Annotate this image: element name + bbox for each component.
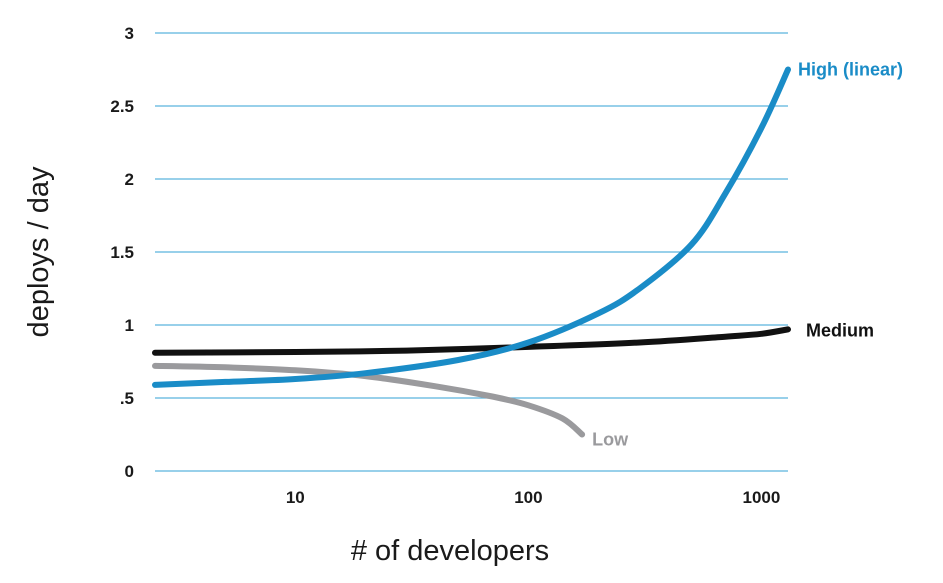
gridlines: [155, 32, 788, 472]
y-tick-label: 1.5: [110, 243, 134, 262]
y-tick-label: 1: [125, 316, 134, 335]
series-label-high-linear: High (linear): [798, 60, 903, 80]
y-tick-label: 0: [125, 462, 134, 481]
series-label-medium: Medium: [806, 320, 874, 340]
x-tick-label: 100: [514, 488, 542, 507]
x-axis-title: # of developers: [351, 535, 549, 567]
series-labels: Low Medium High (linear): [592, 60, 903, 450]
series-line-high-linear: [152, 66, 791, 388]
y-tick-labels: 0 .5 1 1.5 2 2.5 3: [110, 24, 134, 481]
series-line-medium: [152, 326, 791, 356]
y-tick-label: 3: [125, 24, 134, 43]
x-tick-label: 10: [286, 488, 305, 507]
y-tick-label: 2.5: [110, 97, 134, 116]
series-label-low: Low: [592, 430, 629, 450]
x-tick-label: 1000: [743, 488, 781, 507]
series-line-low: [152, 362, 586, 438]
y-axis-title: deploys / day: [23, 166, 55, 337]
y-tick-label: 2: [125, 170, 134, 189]
x-tick-labels: 10 100 1000: [286, 488, 781, 507]
y-tick-label: .5: [120, 389, 134, 408]
series-lines: [152, 66, 791, 438]
